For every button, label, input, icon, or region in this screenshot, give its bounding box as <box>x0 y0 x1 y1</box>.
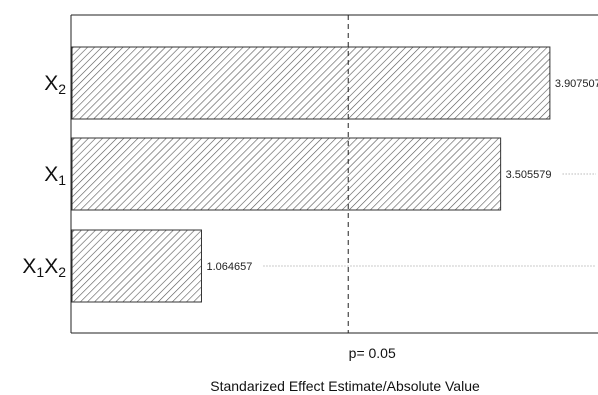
value-label-x1: 3.505579 <box>506 169 552 181</box>
category-label-x1x2: X1X2 <box>22 255 66 280</box>
bar-x2 <box>71 46 551 120</box>
category-label-x1: X1 <box>44 163 66 188</box>
leader-lines <box>263 173 596 267</box>
reference-line-label: p= 0.05 <box>349 345 396 361</box>
category-labels: X2 X1 X1X2 <box>22 72 66 280</box>
bar-x1x2 <box>71 229 202 303</box>
value-label-x1x2: 1.064657 <box>206 261 252 273</box>
x-axis-title: Standarized Effect Estimate/Absolute Val… <box>210 378 480 394</box>
value-labels: 3.907507 3.505579 1.064657 <box>206 78 598 273</box>
bar-x1 <box>71 137 502 211</box>
value-label-x2: 3.907507 <box>555 78 598 90</box>
bars <box>71 46 551 303</box>
category-label-x2: X2 <box>44 72 66 97</box>
